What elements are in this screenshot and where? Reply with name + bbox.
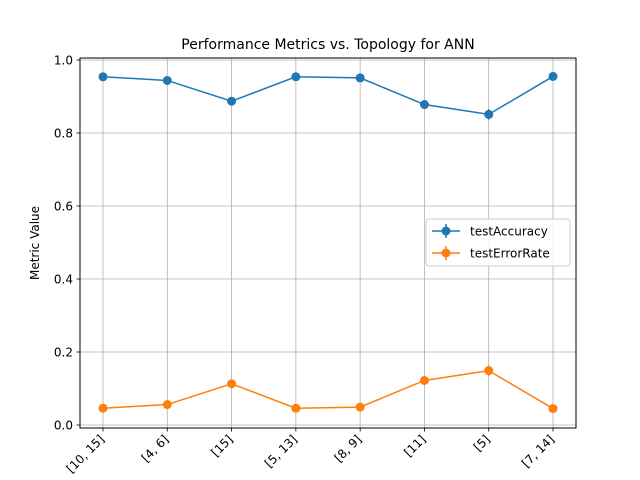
- y-tick-label: 0.4: [54, 273, 73, 287]
- data-point: [98, 403, 108, 413]
- legend-label: testErrorRate: [470, 247, 550, 261]
- legend-label: testAccuracy: [470, 225, 548, 239]
- x-tick-label: [5, 13]: [262, 432, 300, 470]
- x-tick-label: [7, 14]: [519, 432, 557, 470]
- series-layer: [98, 71, 558, 414]
- x-tick-label: [15]: [208, 432, 235, 459]
- legend-swatch-marker: [441, 226, 451, 236]
- y-tick-label: 0.0: [54, 419, 73, 433]
- data-point: [227, 96, 237, 106]
- y-tick-label: 0.6: [54, 200, 73, 214]
- x-tick-label: [10, 15]: [64, 432, 108, 476]
- legend-box: [425, 218, 571, 267]
- data-point: [484, 366, 494, 376]
- data-point: [355, 73, 365, 83]
- data-point: [548, 404, 558, 414]
- series-testErrorRate: [98, 365, 558, 414]
- data-point: [548, 71, 558, 81]
- data-point: [419, 375, 429, 385]
- legend: testAccuracy testErrorRate: [425, 218, 571, 267]
- x-tick-label: [8, 9]: [332, 432, 365, 465]
- series-testAccuracy: [98, 71, 558, 120]
- y-tick-label: 0.8: [54, 127, 73, 141]
- series-line: [102, 75, 554, 116]
- data-point: [419, 100, 429, 110]
- data-point: [162, 400, 172, 410]
- series-line: [102, 369, 554, 410]
- y-tick-label: 1.0: [54, 54, 73, 68]
- data-point: [227, 379, 237, 389]
- y-axis-label: Metric Value: [28, 206, 42, 280]
- x-tick-label: [4, 6]: [139, 432, 172, 465]
- data-point: [162, 75, 172, 85]
- x-tick-label: [5]: [471, 432, 493, 454]
- plot-frame: [79, 57, 577, 429]
- data-point: [291, 72, 301, 82]
- data-point: [291, 403, 301, 413]
- y-tick-label: 0.2: [54, 346, 73, 360]
- legend-swatch-marker: [441, 248, 451, 258]
- data-point: [484, 109, 494, 119]
- data-point: [355, 402, 365, 412]
- chart-title: Performance Metrics vs. Topology for ANN: [181, 37, 474, 53]
- x-tick-label: [11]: [401, 432, 428, 459]
- data-point: [98, 72, 108, 82]
